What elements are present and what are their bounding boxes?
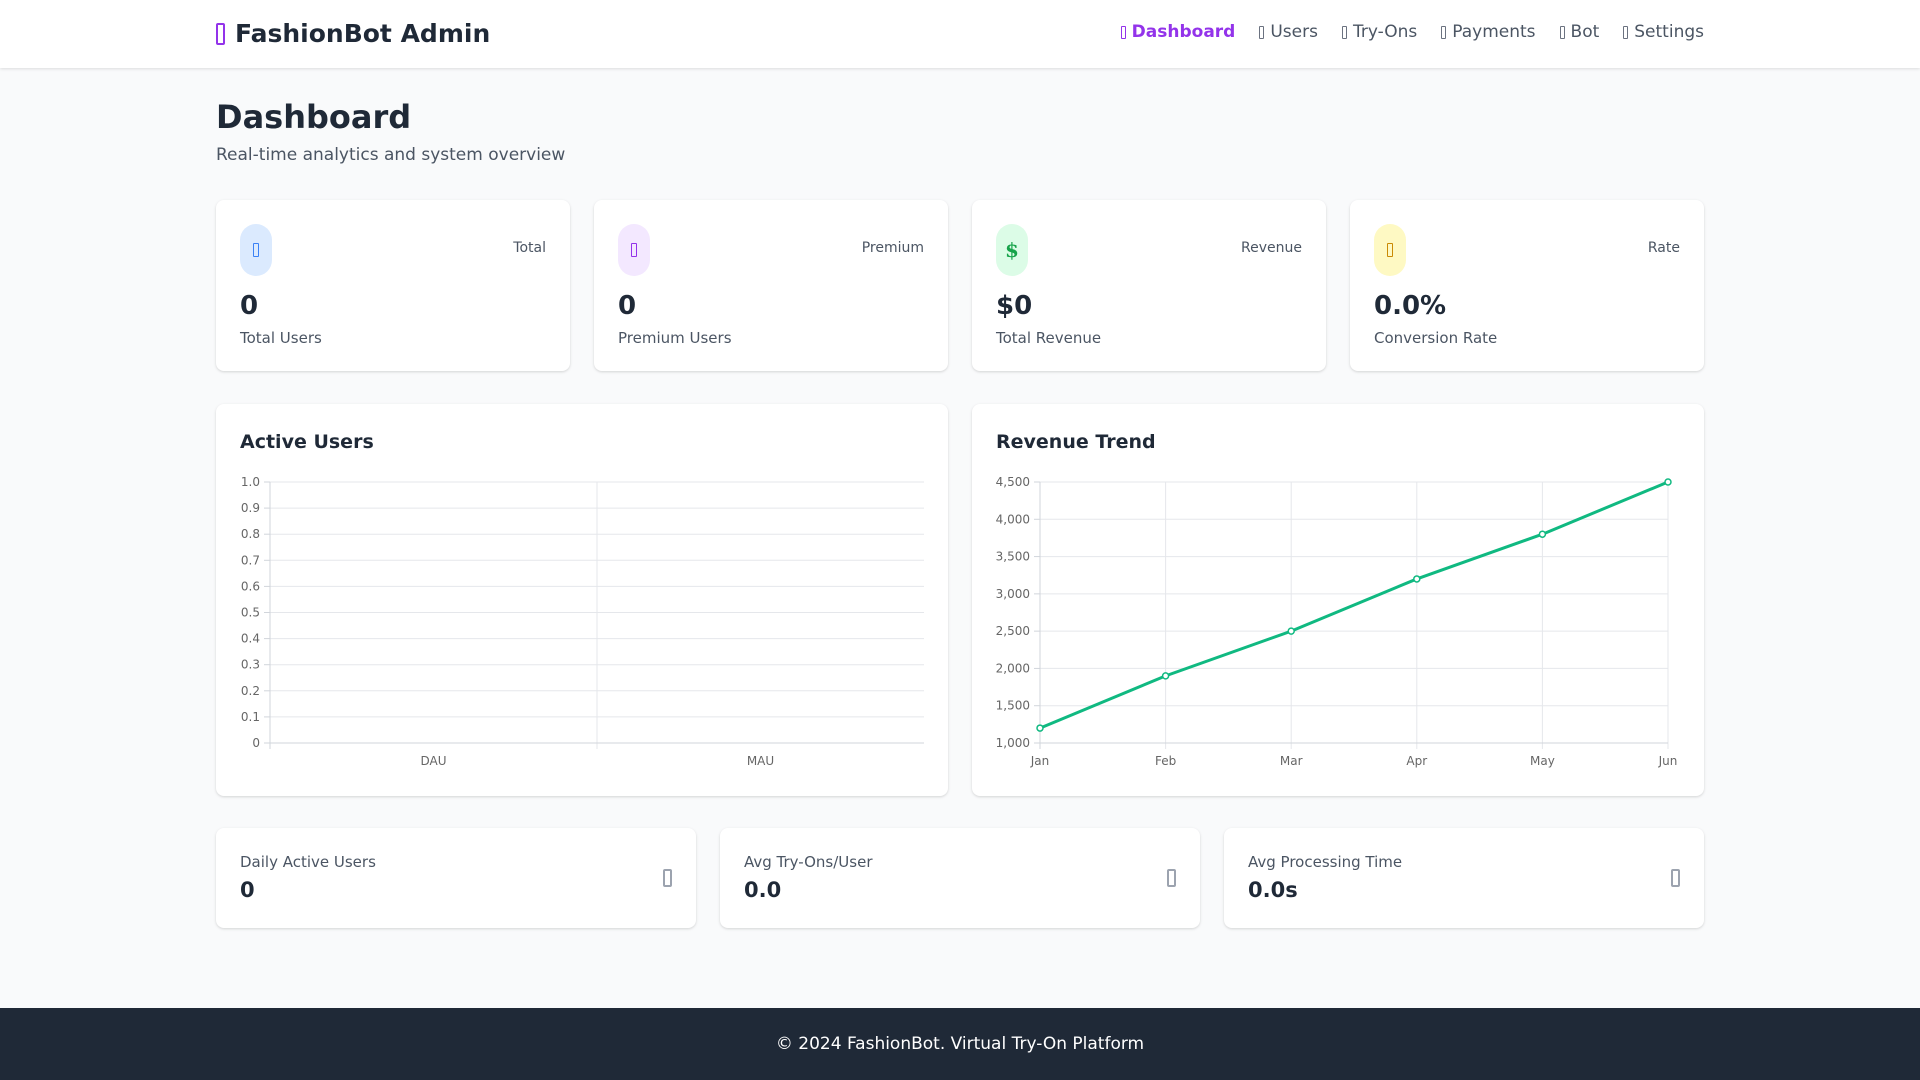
users-icon bbox=[240, 224, 272, 276]
nav-item-settings[interactable]: Settings bbox=[1623, 22, 1704, 42]
stat-card-premium-users: Premium 0 Premium Users bbox=[594, 200, 948, 371]
y-tick-label: 2,500 bbox=[996, 624, 1030, 638]
x-tick-label: Jun bbox=[1658, 754, 1678, 768]
nav-item-dashboard[interactable]: Dashboard bbox=[1120, 22, 1236, 42]
top-navbar: FashionBot Admin Dashboard Users Try-Ons… bbox=[0, 0, 1920, 68]
nav-item-users[interactable]: Users bbox=[1259, 22, 1318, 42]
nav-label: Dashboard bbox=[1131, 22, 1236, 42]
y-tick-label: 0 bbox=[252, 736, 260, 750]
stat-tag: Premium bbox=[861, 240, 924, 256]
metric-value: 0 bbox=[240, 878, 255, 902]
metric-card-avg-try-ons: Avg Try-Ons/User 0.0 bbox=[720, 828, 1200, 928]
calendar-icon bbox=[663, 869, 672, 887]
metric-value: 0.0 bbox=[744, 878, 782, 902]
tryon-icon bbox=[1341, 25, 1347, 39]
nav-links: Dashboard Users Try-Ons Payments Bot Set… bbox=[1120, 22, 1704, 42]
dashboard-icon bbox=[1120, 25, 1126, 39]
y-tick-label: 1,000 bbox=[996, 736, 1030, 750]
x-tick-label: DAU bbox=[420, 754, 446, 768]
page-title: Dashboard bbox=[216, 98, 412, 136]
nav-label: Try-Ons bbox=[1352, 22, 1418, 42]
stat-label: Conversion Rate bbox=[1374, 329, 1498, 347]
stat-value: 0 bbox=[240, 291, 259, 321]
chart-title: Active Users bbox=[240, 431, 374, 453]
stat-value: 0 bbox=[618, 291, 637, 321]
clock-icon bbox=[1671, 869, 1680, 887]
revenue-trend-chart-card: Revenue Trend 1,000 1,500 2,000 2,500 3,000 3… bbox=[972, 404, 1704, 796]
y-tick-label: 1,500 bbox=[996, 699, 1030, 713]
y-tick-label: 4,500 bbox=[996, 475, 1030, 489]
y-tick-label: 0.7 bbox=[241, 553, 260, 567]
nav-label: Settings bbox=[1634, 22, 1704, 42]
settings-icon bbox=[1623, 25, 1629, 39]
metric-label: Avg Try-Ons/User bbox=[744, 853, 873, 871]
revenue-trend-chart: 1,000 1,500 2,000 2,500 3,000 3,500 4,000 4,500… bbox=[996, 475, 1678, 768]
y-tick-label: 0.1 bbox=[241, 710, 260, 724]
stat-card-conversion-rate: Rate 0.0% Conversion Rate bbox=[1350, 200, 1704, 371]
stat-card-total-revenue: $ Revenue $0 Total Revenue bbox=[972, 200, 1326, 371]
dollar-icon: $ bbox=[996, 224, 1028, 276]
data-point bbox=[1413, 575, 1421, 583]
brand-title: FashionBot Admin bbox=[235, 19, 491, 48]
stat-label: Total Revenue bbox=[996, 329, 1102, 347]
stat-label: Premium Users bbox=[618, 329, 732, 347]
x-tick-label: May bbox=[1530, 754, 1555, 768]
x-tick-label: Mar bbox=[1280, 754, 1303, 768]
data-point bbox=[1036, 724, 1044, 732]
y-tick-label: 3,500 bbox=[996, 550, 1030, 564]
y-tick-label: 0.4 bbox=[241, 632, 260, 646]
x-tick-label: Feb bbox=[1155, 754, 1176, 768]
stat-tag: Revenue bbox=[1241, 240, 1302, 256]
chart-title: Revenue Trend bbox=[996, 431, 1156, 453]
data-point bbox=[1287, 627, 1295, 635]
y-tick-label: 3,000 bbox=[996, 587, 1030, 601]
footer-text: © 2024 FashionBot. Virtual Try-On Platfo… bbox=[775, 1034, 1145, 1054]
crown-icon bbox=[618, 224, 650, 276]
x-tick-label: Apr bbox=[1406, 754, 1427, 768]
metric-label: Daily Active Users bbox=[240, 853, 376, 871]
stat-value: 0.0% bbox=[1374, 291, 1447, 321]
data-point bbox=[1664, 478, 1672, 486]
nav-item-payments[interactable]: Payments bbox=[1441, 22, 1536, 42]
x-tick-label: MAU bbox=[747, 754, 774, 768]
percent-icon bbox=[1374, 224, 1406, 276]
nav-label: Payments bbox=[1452, 22, 1536, 42]
shirt-icon bbox=[216, 22, 225, 45]
revenue-series-line bbox=[1039, 480, 1669, 730]
y-tick-label: 0.5 bbox=[241, 606, 260, 620]
nav-label: Bot bbox=[1570, 22, 1600, 42]
active-users-chart-card: Active Users 0 0.1 0.2 0.3 0.4 0.5 0.6 0.7 0.8 0.… bbox=[216, 404, 948, 796]
payments-icon bbox=[1441, 25, 1447, 39]
y-tick-label: 0.3 bbox=[241, 658, 260, 672]
brand[interactable]: FashionBot Admin bbox=[216, 19, 490, 48]
metric-card-avg-processing-time: Avg Processing Time 0.0s bbox=[1224, 828, 1704, 928]
nav-item-try-ons[interactable]: Try-Ons bbox=[1341, 22, 1418, 42]
y-tick-label: 0.8 bbox=[241, 527, 260, 541]
stat-tag: Total bbox=[513, 240, 546, 256]
x-tick-label: Jan bbox=[1030, 754, 1050, 768]
y-tick-label: 0.2 bbox=[241, 684, 260, 698]
y-tick-label: 2,000 bbox=[996, 661, 1030, 675]
data-point bbox=[1538, 530, 1547, 538]
stat-value: $0 bbox=[996, 291, 1033, 321]
users-icon bbox=[1259, 25, 1265, 39]
metric-label: Avg Processing Time bbox=[1248, 853, 1403, 871]
y-tick-label: 0.9 bbox=[241, 501, 260, 515]
stat-card-total-users: Total 0 Total Users bbox=[216, 200, 570, 371]
nav-label: Users bbox=[1270, 22, 1318, 42]
y-tick-label: 4,000 bbox=[996, 512, 1030, 526]
metric-value: 0.0s bbox=[1248, 878, 1298, 902]
stat-tag: Rate bbox=[1647, 240, 1680, 256]
metric-card-daily-active-users: Daily Active Users 0 bbox=[216, 828, 696, 928]
chart-icon bbox=[1167, 869, 1176, 887]
y-tick-label: 0.6 bbox=[241, 579, 260, 593]
data-point bbox=[1161, 672, 1170, 680]
active-users-chart: 0 0.1 0.2 0.3 0.4 0.5 0.6 0.7 0.8 0.9 1.0 DAU MAU bbox=[241, 475, 924, 768]
bot-icon bbox=[1559, 25, 1565, 39]
stat-label: Total Users bbox=[240, 329, 322, 347]
page-subtitle: Real-time analytics and system overview bbox=[216, 145, 566, 165]
footer: © 2024 FashionBot. Virtual Try-On Platfo… bbox=[0, 1008, 1920, 1080]
nav-item-bot[interactable]: Bot bbox=[1559, 22, 1600, 42]
y-tick-label: 1.0 bbox=[241, 475, 260, 489]
